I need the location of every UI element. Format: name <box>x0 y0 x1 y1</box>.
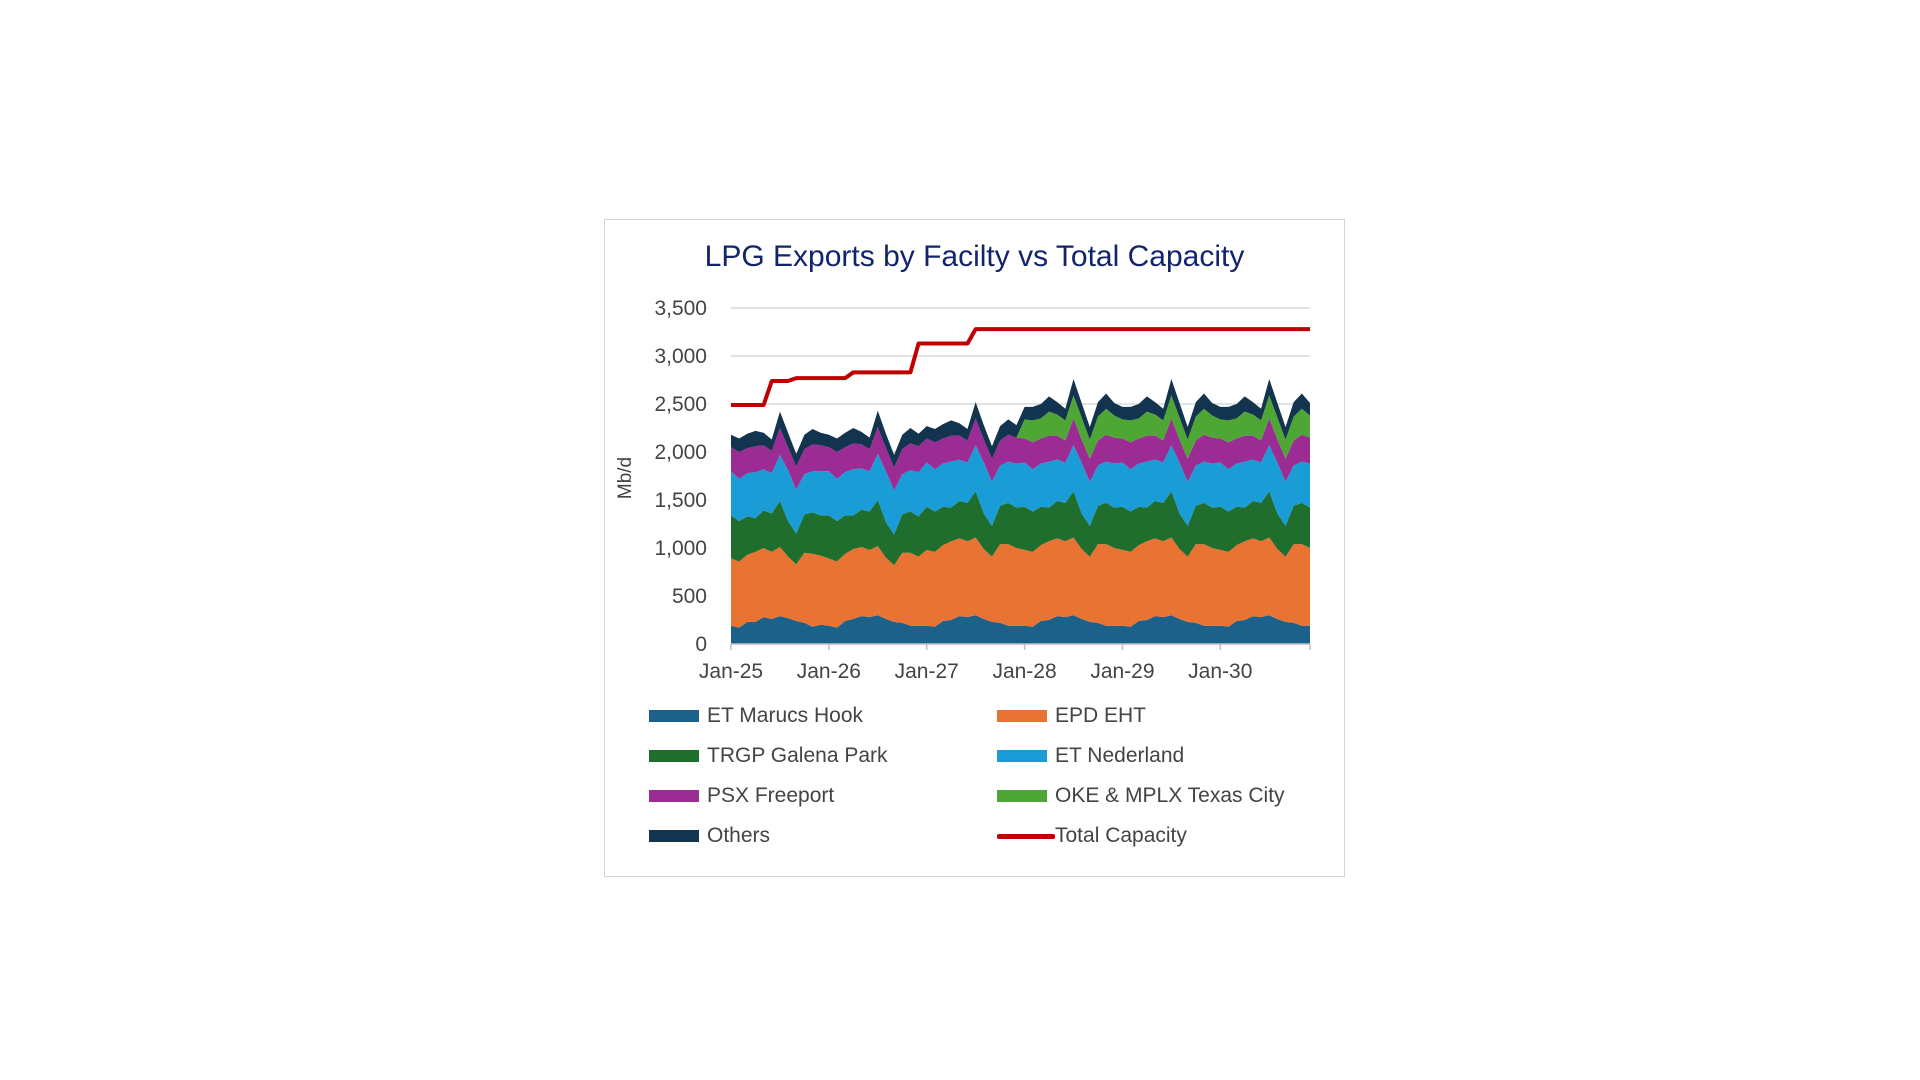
y-tick-label: 0 <box>695 633 707 656</box>
x-tick-label: Jan-27 <box>895 660 959 683</box>
y-tick-label: 1,000 <box>654 537 707 560</box>
legend-swatch <box>997 710 1047 722</box>
legend-item: ET Marucs Hook <box>649 702 863 730</box>
y-tick-label: 2,500 <box>654 393 707 416</box>
legend-label: Total Capacity <box>1055 824 1187 847</box>
y-tick-label: 500 <box>672 585 707 608</box>
legend-label: ET Nederland <box>1055 744 1185 767</box>
legend-label: OKE & MPLX Texas City <box>1055 784 1285 807</box>
area-trgp-galena-park <box>731 491 1310 566</box>
x-tick-label: Jan-26 <box>797 660 861 683</box>
chart-plot: 0 500 1,000 1,500 2,000 2,500 3,000 3,500 Mb/d Ja… <box>615 297 1311 683</box>
chart-frame: LPG Exports by Facilty vs Total Capacity… <box>604 219 1345 877</box>
y-tick-label: 3,000 <box>654 345 707 368</box>
legend-swatch <box>649 750 699 762</box>
legend-swatch <box>649 710 699 722</box>
total-capacity-line <box>731 327 1310 407</box>
legend-swatch <box>649 830 699 842</box>
legend-label: PSX Freeport <box>707 784 835 807</box>
legend-swatch <box>997 750 1047 762</box>
y-tick-label: 3,500 <box>654 297 707 320</box>
area-others <box>731 379 1310 468</box>
y-tick-label: 1,500 <box>654 489 707 512</box>
legend-swatch <box>997 790 1047 802</box>
y-tick-label: 2,000 <box>654 441 707 464</box>
legend-item: Total Capacity <box>997 822 1187 850</box>
legend-swatch <box>649 790 699 802</box>
legend-item: Others <box>649 822 770 850</box>
legend-label: ET Marucs Hook <box>707 704 863 727</box>
legend-item: TRGP Galena Park <box>649 742 888 770</box>
chart-title: LPG Exports by Facilty vs Total Capacity <box>704 240 1245 273</box>
legend-item: PSX Freeport <box>649 782 834 810</box>
legend-item: ET Nederland <box>997 742 1184 770</box>
area-et-nederland <box>731 445 1310 535</box>
legend-item: EPD EHT <box>997 702 1146 730</box>
y-axis-label: Mb/d <box>615 457 636 499</box>
x-tick-label: Jan-25 <box>699 660 763 683</box>
area-oke-mplx-texas-city <box>731 395 1310 468</box>
x-tick-label: Jan-29 <box>1090 660 1154 683</box>
x-tick-label: Jan-30 <box>1188 660 1252 683</box>
legend-label: TRGP Galena Park <box>707 744 888 767</box>
legend-item: OKE & MPLX Texas City <box>997 782 1285 810</box>
area-epd-eht <box>731 537 1310 628</box>
legend-swatch <box>997 833 1055 839</box>
area-psx-freeport <box>731 418 1310 491</box>
area-et-marucs-hook <box>731 615 1310 644</box>
legend-label: Others <box>707 824 771 847</box>
x-tick-label: Jan-28 <box>992 660 1056 683</box>
legend-label: EPD EHT <box>1055 704 1147 727</box>
